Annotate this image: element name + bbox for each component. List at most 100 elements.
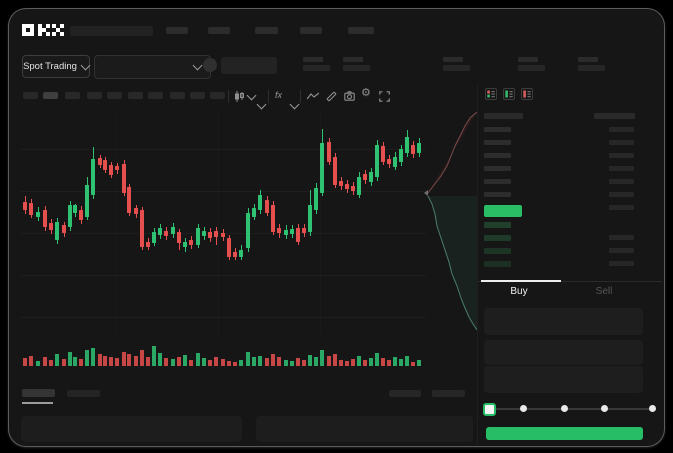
volume-bar: [158, 353, 162, 366]
bottom-tab-underline: [22, 402, 53, 404]
bottom-table-panel: [256, 416, 473, 442]
volume-bar: [127, 354, 131, 366]
pair-selector-dropdown[interactable]: [94, 55, 211, 79]
candlestick-chart[interactable]: [20, 110, 426, 334]
price-input-placeholder[interactable]: [484, 308, 643, 335]
timeframe-button-placeholder[interactable]: [128, 92, 143, 99]
bid-price-placeholder[interactable]: [484, 235, 511, 241]
ask-amount-placeholder: [609, 153, 634, 158]
volume-bar: [357, 356, 361, 366]
okx-logo[interactable]: [22, 24, 64, 37]
slider-stop-dot[interactable]: [561, 405, 568, 412]
volume-bar: [417, 360, 421, 366]
total-input-placeholder[interactable]: [484, 366, 643, 393]
slider-handle-selected[interactable]: [483, 403, 496, 416]
candle-body: [277, 228, 281, 233]
bottom-tab-active[interactable]: [22, 389, 55, 397]
candle-body: [351, 186, 355, 191]
camera-icon[interactable]: [344, 91, 355, 101]
volume-bar: [351, 359, 355, 366]
volume-bar: [405, 356, 409, 366]
bottom-tab[interactable]: [67, 390, 100, 397]
timeframe-button-placeholder[interactable]: [148, 92, 163, 99]
nav-item-placeholder[interactable]: [208, 27, 230, 34]
slider-stop-dot[interactable]: [601, 405, 608, 412]
buy-submit-button[interactable]: [486, 427, 643, 440]
candle-body: [417, 143, 421, 153]
ticker-stat-value-placeholder: [578, 65, 605, 71]
gridline-vertical: [116, 110, 117, 334]
pair-name-placeholder: [221, 57, 277, 74]
depth-chart[interactable]: [424, 112, 477, 330]
nav-item-placeholder[interactable]: [300, 27, 322, 34]
volume-bar: [277, 357, 281, 366]
line-tool-icon[interactable]: [307, 92, 319, 101]
tab-sell[interactable]: Sell: [595, 286, 613, 297]
ask-price-placeholder[interactable]: [484, 166, 511, 171]
candle-body: [43, 210, 47, 227]
bid-price-placeholder[interactable]: [484, 222, 511, 228]
candle-body: [252, 208, 256, 217]
timeframe-button-placeholder[interactable]: [107, 92, 122, 99]
candle-body: [246, 213, 250, 248]
slider-stop-dot[interactable]: [649, 405, 656, 412]
bid-price-placeholder[interactable]: [484, 261, 511, 267]
amount-input-placeholder[interactable]: [484, 340, 643, 365]
candle-body: [183, 242, 187, 247]
candle-body: [411, 145, 415, 154]
fullscreen-icon[interactable]: [379, 91, 390, 102]
volume-bar: [29, 356, 33, 366]
volume-bar: [363, 360, 367, 366]
ask-price-placeholder[interactable]: [484, 179, 511, 184]
ticker-stat-label-placeholder: [443, 57, 463, 62]
nav-item-placeholder[interactable]: [166, 27, 188, 34]
book-combined-icon[interactable]: [485, 88, 497, 100]
bid-price-placeholder[interactable]: [484, 248, 511, 254]
bottom-action-placeholder[interactable]: [432, 390, 465, 397]
candle-body: [127, 187, 131, 213]
volume-bar: [79, 359, 83, 366]
orderbook-header-placeholder: [484, 113, 523, 119]
candle-body: [55, 222, 59, 240]
ask-price-placeholder[interactable]: [484, 127, 511, 132]
candle-body: [134, 208, 138, 214]
amount-slider-track[interactable]: [488, 408, 654, 410]
timeframe-button-placeholder[interactable]: [65, 92, 80, 99]
chevron-down-icon: [192, 60, 203, 71]
volume-bar: [246, 352, 250, 366]
timeframe-button-placeholder[interactable]: [210, 92, 225, 99]
ask-price-placeholder[interactable]: [484, 153, 511, 158]
nav-item-placeholder[interactable]: [255, 27, 278, 34]
nav-item-placeholder[interactable]: [348, 27, 374, 34]
candle-body: [73, 205, 77, 213]
settings-gear-icon[interactable]: ⚙: [361, 87, 371, 99]
ask-price-placeholder[interactable]: [484, 192, 511, 197]
tab-buy[interactable]: Buy: [510, 286, 528, 297]
measure-icon[interactable]: [326, 91, 337, 102]
book-asks-icon[interactable]: [521, 88, 533, 100]
timeframe-button-placeholder[interactable]: [23, 92, 38, 99]
candle-body: [79, 210, 83, 220]
volume-bar: [103, 356, 107, 366]
candle-style-icon[interactable]: [234, 90, 257, 102]
candle-body: [265, 200, 269, 213]
last-price-bar[interactable]: [484, 205, 522, 217]
market-type-selector[interactable]: Spot Trading: [22, 55, 91, 78]
timeframe-button-placeholder[interactable]: [87, 92, 102, 99]
ticker-stat-value-placeholder: [443, 65, 470, 71]
ask-price-placeholder[interactable]: [484, 140, 511, 145]
volume-bar: [49, 360, 53, 366]
gridline-horizontal: [20, 149, 426, 150]
indicators-fx-icon[interactable]: fx: [275, 90, 283, 100]
timeframe-button-placeholder[interactable]: [190, 92, 205, 99]
volume-bar: [98, 354, 102, 366]
bottom-action-placeholder[interactable]: [389, 390, 421, 397]
ticker-stat-label-placeholder: [518, 57, 538, 62]
candle-body: [387, 159, 391, 164]
market-type-label: Spot Trading: [23, 61, 77, 72]
volume-bar: [296, 358, 300, 366]
timeframe-button-placeholder[interactable]: [170, 92, 185, 99]
timeframe-button-placeholder[interactable]: [43, 92, 58, 99]
book-bids-icon[interactable]: [503, 88, 515, 100]
slider-stop-dot[interactable]: [520, 405, 527, 412]
